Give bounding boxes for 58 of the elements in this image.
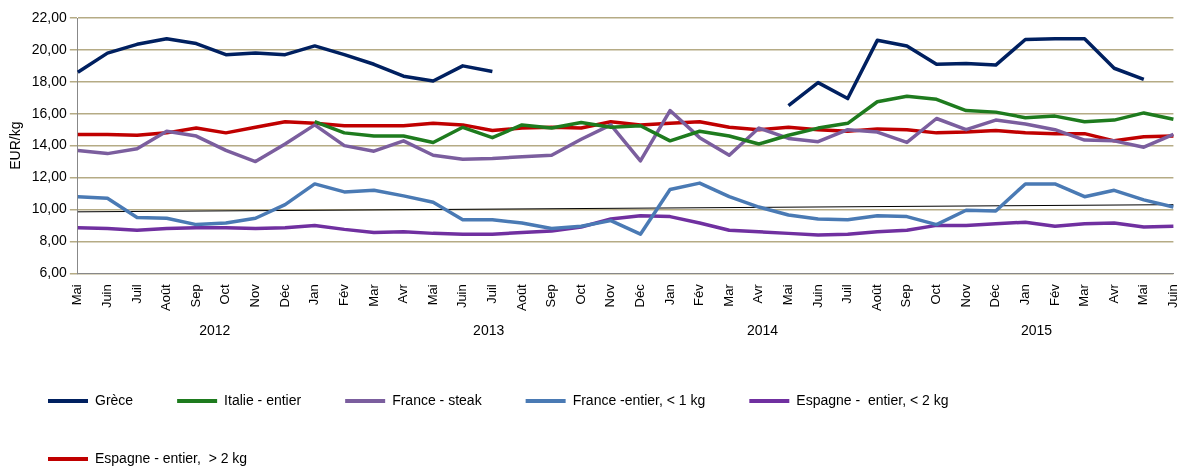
x-tick-label: Juin: [809, 284, 825, 309]
x-tick-label: Juin: [454, 284, 470, 309]
x-tick-label: Juin: [1164, 284, 1180, 309]
x-tick-label: Déc: [276, 283, 292, 308]
x-tick-label: Mai: [1135, 284, 1151, 306]
x-tick-label: Mar: [365, 283, 381, 307]
x-tick-label: Avr: [1105, 283, 1121, 304]
legend-label: France - steak: [392, 391, 483, 408]
text: 2014: [746, 321, 779, 338]
x-tick-label: Août: [868, 283, 884, 312]
text: 2013: [473, 321, 505, 338]
x-tick-label: Fév: [1046, 283, 1062, 306]
x-tick-label: Déc: [987, 283, 1003, 308]
x-tick-label: Mai: [69, 284, 85, 306]
x-tick-label: Juil: [128, 284, 144, 304]
x-tick-label: Déc: [632, 283, 647, 308]
y-tick-label: 18,00: [31, 72, 68, 89]
text: 2012: [199, 321, 231, 338]
y-tick-label: 10,00: [31, 200, 68, 217]
y-axis-title: EUR/kg: [7, 121, 24, 170]
legend-label: Espagne - entier, > 2 kg: [95, 449, 248, 466]
x-tick-label: Avr: [750, 283, 766, 304]
x-tick-label: Mai: [424, 284, 440, 306]
y-tick-label: 20,00: [31, 40, 68, 57]
x-tick-label: Fév: [691, 283, 707, 306]
x-tick-label: Mar: [720, 283, 736, 307]
legend-label: Grèce: [95, 391, 134, 408]
x-tick-label: Jan: [661, 284, 677, 306]
legend-label: Italie - entier: [224, 391, 302, 408]
x-tick-label: Août: [158, 283, 174, 312]
x-tick-label: Jan: [1016, 284, 1032, 306]
x-tick-label: Sep: [543, 284, 559, 308]
x-tick-label: Nov: [602, 283, 618, 308]
x-tick-label: Juil: [483, 284, 499, 304]
y-tick-label: 12,00: [31, 168, 68, 185]
x-tick-label: Sep: [187, 284, 203, 308]
x-tick-label: Nov: [247, 283, 263, 308]
x-tick-label: Nov: [957, 283, 973, 308]
x-tick-label: Avr: [395, 283, 411, 304]
x-tick-label: Mar: [1076, 283, 1092, 307]
text: 2015: [1020, 321, 1053, 338]
x-tick-label: Oct: [572, 283, 588, 305]
x-tick-label: Juil: [839, 284, 855, 304]
x-tick-label: Fév: [335, 283, 351, 306]
x-tick-label: Août: [513, 283, 529, 312]
y-tick-label: 6,00: [39, 264, 68, 281]
x-tick-label: Jan: [306, 284, 322, 306]
x-tick-label: Juin: [99, 284, 115, 309]
x-tick-label: Oct: [217, 283, 233, 305]
y-tick-label: 8,00: [39, 232, 68, 249]
x-tick-label: Sep: [898, 284, 914, 308]
x-tick-label: Mai: [780, 284, 796, 306]
y-tick-label: 14,00: [31, 136, 68, 153]
y-tick-label: 16,00: [31, 104, 68, 121]
x-tick-label: Oct: [928, 283, 944, 305]
y-tick-label: 22,00: [31, 8, 68, 25]
legend-label: France -entier, < 1 kg: [572, 391, 706, 408]
legend-label: Espagne - entier, < 2 kg: [796, 391, 949, 408]
